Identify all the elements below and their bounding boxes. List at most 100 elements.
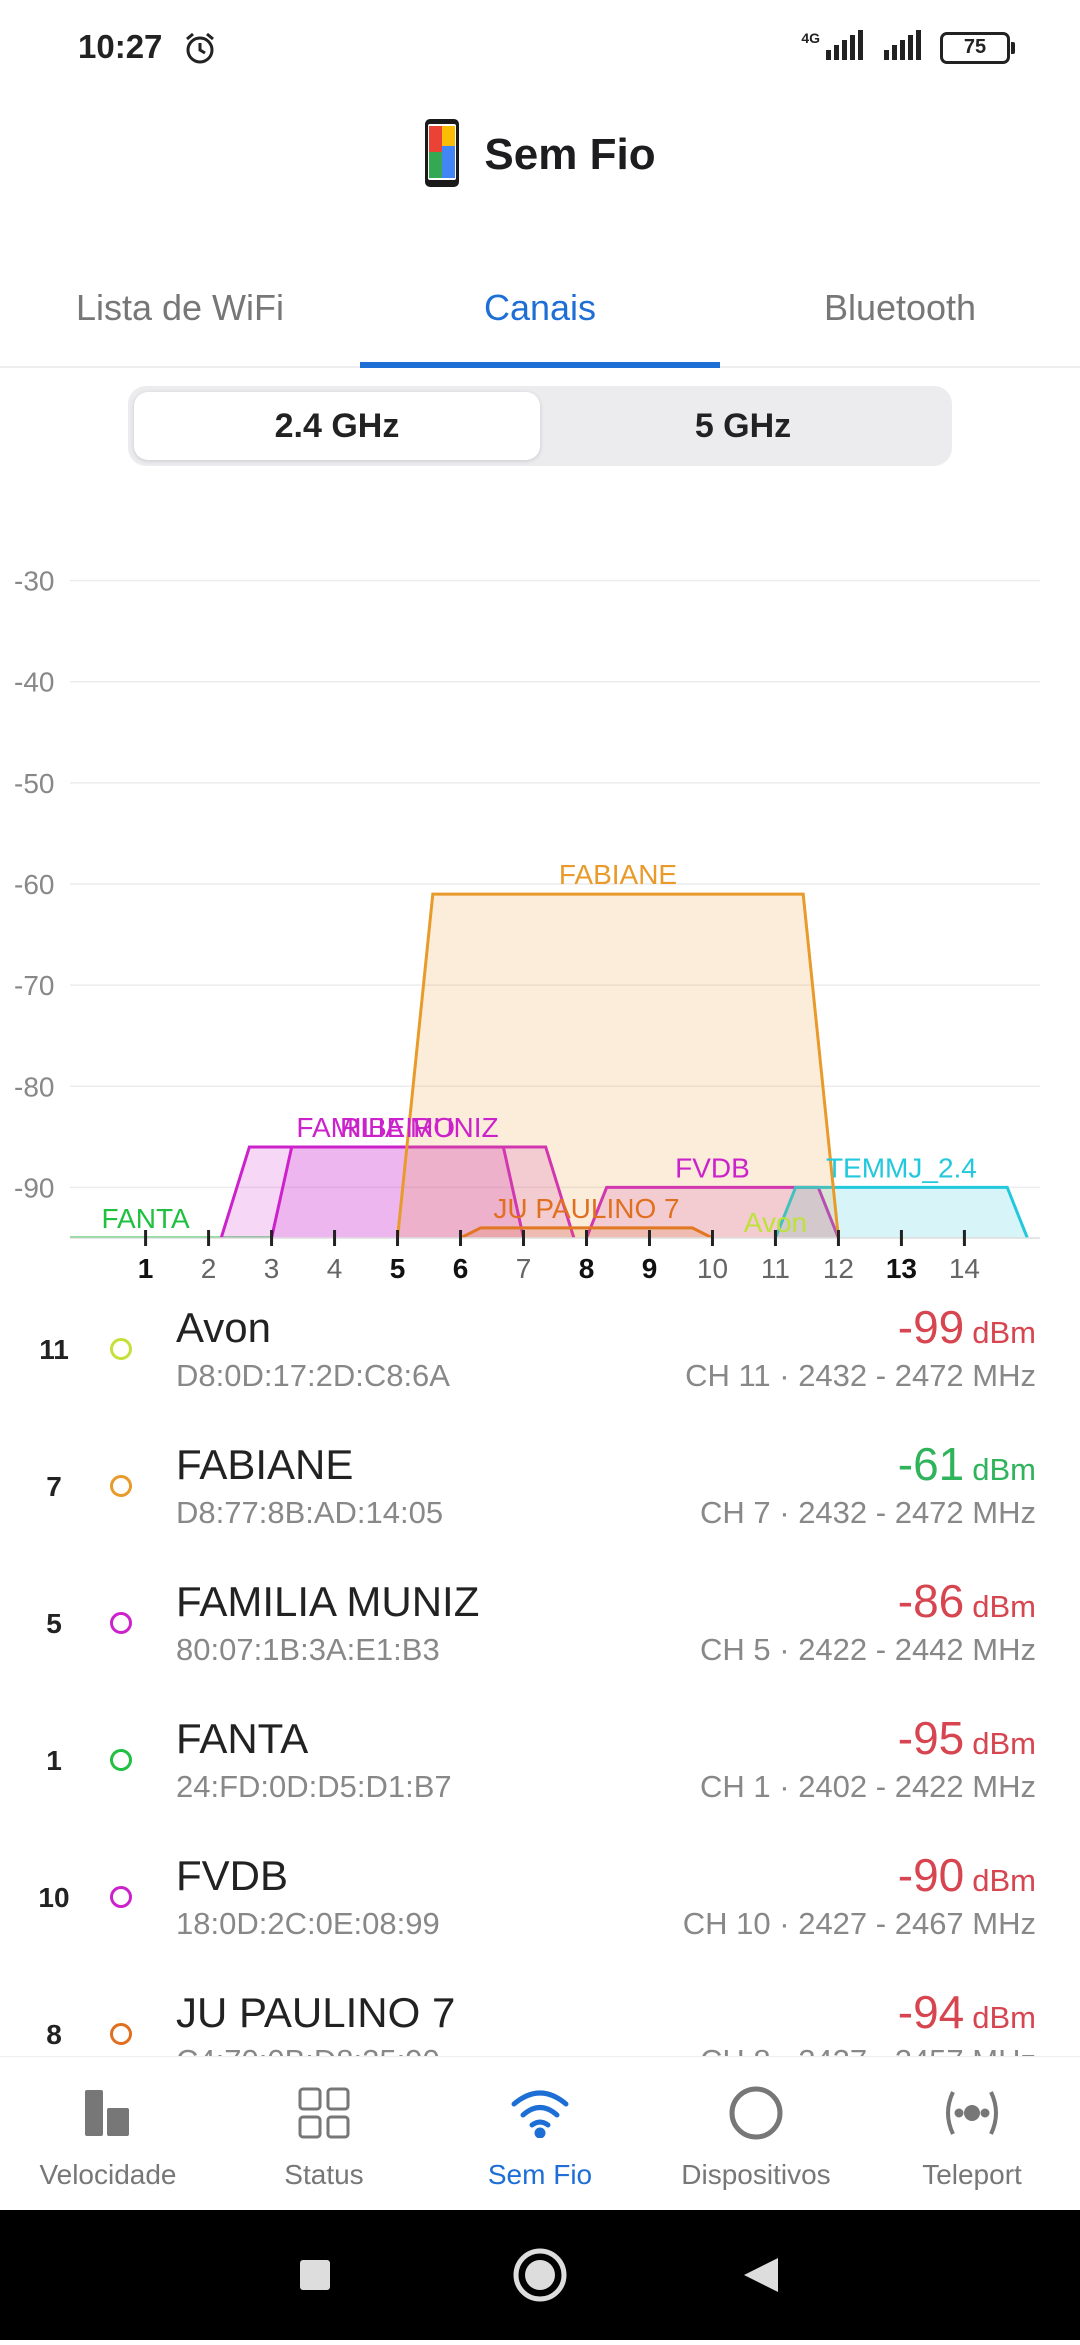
nav-item-dispositivos[interactable]: Dispositivos (648, 2057, 864, 2211)
network-ssid: FABIANE (176, 1441, 354, 1488)
network-mac: 80:07:1B:3A:E1:B3 (176, 1632, 440, 1667)
network-row[interactable]: 7 FABIANE D8:77:8B:AD:14:05 -61 dBm CH 7 · 24… (0, 1427, 1080, 1564)
back-button[interactable] (744, 2258, 778, 2292)
network-channel: 10 (38, 1882, 70, 1913)
network-signal: -90 dBm (898, 1848, 1036, 1902)
x-tick-label: 5 (390, 1253, 406, 1284)
network-signal: -94 dBm (898, 1985, 1036, 2039)
network-mac: C4:70:0B:D8:25:90 (176, 2043, 440, 2056)
network-color-dot (110, 2023, 132, 2045)
series-label: FVDB (675, 1152, 750, 1183)
network-mac: 24:FD:0D:D5:D1:B7 (176, 1769, 452, 1804)
network-channel: 1 (46, 1745, 62, 1776)
battery-level: 75 (963, 36, 987, 58)
nav-item-status[interactable]: Status (216, 2057, 432, 2211)
network-mac: D8:0D:17:2D:C8:6A (176, 1358, 450, 1393)
x-tick-label: 7 (516, 1253, 532, 1284)
network-channel-info: CH 10 · 2427 - 2467 MHz (682, 1906, 1036, 1941)
network-signal: -61 dBm (898, 1437, 1036, 1491)
y-tick-label: -50 (14, 768, 54, 799)
nav-label-status: Status (284, 2159, 364, 2190)
series-shape (219, 1145, 576, 1238)
series-shape (396, 892, 840, 1238)
home-button[interactable] (513, 2248, 567, 2302)
network-ssid: FAMILIA MUNIZ (176, 1578, 480, 1625)
nav-item-velocidade[interactable]: Velocidade (0, 2057, 216, 2211)
nav-item-teleport[interactable]: Teleport (864, 2057, 1080, 2211)
network-signal: -86 dBm (898, 1574, 1036, 1628)
y-tick-label: -80 (14, 1071, 54, 1102)
x-tick-label: 2 (201, 1253, 217, 1284)
network-channel-info: CH 5 · 2422 - 2442 MHz (700, 1632, 1036, 1667)
x-tick-label: 1 (138, 1253, 154, 1284)
series-group (70, 892, 1029, 1238)
recents-button[interactable] (300, 2260, 330, 2290)
network-signal-value: -99 (897, 1301, 965, 1353)
series-shape (585, 1185, 840, 1238)
nav-label-velocidade: Velocidade (39, 2159, 177, 2190)
network-signal-unit: dBm (972, 1315, 1036, 1350)
network-channel: 7 (46, 1471, 62, 1502)
teleport-icon (941, 2081, 1003, 2145)
x-tick-label: 6 (453, 1253, 469, 1284)
phone-logo-icon (424, 118, 460, 193)
wifi-icon (510, 2081, 570, 2145)
network-mac: 18:0D:2C:0E:08:99 (176, 1906, 440, 1941)
network-type-label: 4G (801, 29, 820, 46)
band-option-5ghz[interactable]: 5 GHz (694, 406, 792, 445)
grid-icon (297, 2081, 351, 2145)
x-tick-label: 8 (579, 1253, 595, 1284)
signal-strength-icon (824, 30, 864, 65)
network-channel-info: CH 11 · 2432 - 2472 MHz (685, 1358, 1036, 1393)
network-list: 11 Avon D8:0D:17:2D:C8:6A -99 dBm CH 11 · 243… (0, 1290, 1080, 2056)
channel-chart: -30 -40 -50 -60 -70 -80 -90 FANTA RIBEIROFAMILIA… (14, 566, 1040, 1284)
x-tick-label: 3 (264, 1253, 280, 1284)
top-tabs: Lista de WiFi Canais Bluetooth (0, 250, 1080, 368)
network-signal-unit: dBm (972, 1589, 1036, 1624)
network-row[interactable]: 5 FAMILIA MUNIZ 80:07:1B:3A:E1:B3 -86 dBm CH … (0, 1564, 1080, 1701)
network-color-dot (110, 1886, 132, 1908)
status-time: 10:27 (78, 28, 163, 65)
band-option-2-4ghz[interactable]: 2.4 GHz (134, 392, 540, 460)
y-tick-label: -40 (14, 667, 54, 698)
network-color-dot (110, 1612, 132, 1634)
network-ssid: JU PAULINO 7 (176, 1989, 456, 2036)
network-channel-info: CH 7 · 2432 - 2472 MHz (700, 1495, 1036, 1530)
network-color-dot (110, 1749, 132, 1771)
signal-strength-icon-2 (882, 30, 922, 65)
tab-bluetooth[interactable]: Bluetooth (823, 287, 977, 328)
x-tick-label: 4 (327, 1253, 343, 1284)
x-tick-label: 14 (949, 1253, 980, 1284)
x-tick-label: 12 (823, 1253, 854, 1284)
band-toggle: 2.4 GHz 5 GHz (128, 386, 952, 466)
series-label: TEMMJ_2.4 (826, 1152, 977, 1183)
network-channel: 8 (46, 2019, 62, 2050)
bottom-nav: Velocidade Status Sem Fio Dispositivos T… (0, 2056, 1080, 2211)
network-row[interactable]: 1 FANTA 24:FD:0D:D5:D1:B7 -95 dBm CH 1 · 2402… (0, 1701, 1080, 1838)
battery-icon: 75 (940, 31, 1015, 64)
tab-wifi-list[interactable]: Lista de WiFi (75, 287, 285, 328)
network-row[interactable]: 11 Avon D8:0D:17:2D:C8:6A -99 dBm CH 11 · 243… (0, 1290, 1080, 1427)
network-row[interactable]: 10 FVDB 18:0D:2C:0E:08:99 -90 dBm CH 10 · 242… (0, 1838, 1080, 1975)
alarm-icon (182, 30, 218, 71)
tab-channels[interactable]: Canais (360, 250, 720, 368)
speed-bars-icon (81, 2081, 135, 2145)
network-signal-value: -90 (897, 1849, 965, 1901)
network-ssid: Avon (176, 1304, 271, 1351)
y-tick-label: -60 (14, 869, 54, 900)
network-channel-info: CH 8 · 2427 - 2457 MHz (700, 2043, 1036, 2056)
network-signal-value: -94 (897, 1986, 965, 2038)
network-signal-unit: dBm (972, 2000, 1036, 2035)
y-tick-label: -30 (14, 566, 54, 597)
series-label: RIBEIRO (340, 1112, 455, 1143)
page-title: Sem Fio (484, 130, 656, 179)
network-channel: 11 (39, 1334, 69, 1365)
network-mac: D8:77:8B:AD:14:05 (176, 1495, 444, 1530)
series-label: FAMILIA MUNIZ (296, 1112, 498, 1143)
network-signal-value: -61 (897, 1438, 965, 1490)
network-color-dot (110, 1475, 132, 1497)
network-signal: -95 dBm (898, 1711, 1036, 1765)
network-color-dot (110, 1338, 132, 1360)
nav-item-sem-fio[interactable]: Sem Fio (432, 2057, 648, 2211)
